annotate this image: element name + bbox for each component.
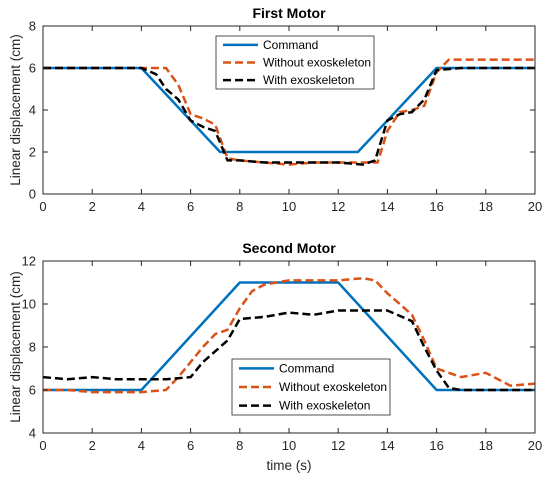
y-tick-label: 8 bbox=[29, 340, 36, 355]
x-tick-label: 12 bbox=[331, 199, 345, 214]
x-tick-label: 12 bbox=[331, 438, 345, 453]
x-tick-label: 0 bbox=[39, 199, 46, 214]
x-tick-label: 6 bbox=[187, 438, 194, 453]
chart-panel-2: 0 2 4 6 8 10 12 14 16 18 20 4 6 8 10 12 Second Motor Line… bbox=[8, 240, 542, 473]
y-tick-label: 8 bbox=[29, 19, 36, 34]
series-line-2 bbox=[43, 276, 535, 394]
x-tick-label: 0 bbox=[39, 438, 46, 453]
x-tick-label: 18 bbox=[479, 199, 493, 214]
x-tick-label: 10 bbox=[282, 199, 296, 214]
series-line-3 bbox=[43, 66, 535, 166]
legend: Command Without exoskeleton With exoskelet… bbox=[215, 35, 375, 90]
x-tick-label: 14 bbox=[380, 438, 394, 453]
y-tick-label: 6 bbox=[29, 61, 36, 76]
x-tick-label: 14 bbox=[380, 199, 394, 214]
x-tick-label: 20 bbox=[528, 438, 542, 453]
chart-title: Second Motor bbox=[242, 240, 336, 256]
y-tick-label: 6 bbox=[29, 383, 36, 398]
y-tick-label: 12 bbox=[22, 254, 36, 269]
y-tick-label: 2 bbox=[29, 145, 36, 160]
x-tick-label: 4 bbox=[138, 438, 145, 453]
series-group bbox=[43, 276, 535, 394]
chart-panel-1: 0 2 4 6 8 10 12 14 16 18 20 0 2 4 6 8 First Motor Linear … bbox=[8, 5, 542, 214]
x-tick-label: 20 bbox=[528, 199, 542, 214]
y-tick-label: 4 bbox=[29, 103, 36, 118]
x-tick-label: 16 bbox=[429, 438, 443, 453]
series-group bbox=[43, 58, 535, 166]
y-tick-label: 4 bbox=[29, 426, 36, 441]
y-tick-label: 10 bbox=[22, 297, 36, 312]
series-line-3 bbox=[43, 309, 535, 392]
x-tick-label: 10 bbox=[282, 438, 296, 453]
x-axis-label: time (s) bbox=[267, 458, 312, 473]
legend-label-1: Command bbox=[263, 38, 318, 52]
x-tick-label: 16 bbox=[429, 199, 443, 214]
chart-title: First Motor bbox=[252, 5, 326, 21]
legend-label-3: With exoskeleton bbox=[263, 73, 354, 87]
x-tick-label: 18 bbox=[479, 438, 493, 453]
legend: Command Without exoskeleton With exoskelet… bbox=[231, 358, 391, 416]
legend-label-3: With exoskeleton bbox=[279, 399, 370, 413]
series-line-1 bbox=[43, 281, 535, 392]
legend-label-1: Command bbox=[279, 361, 334, 375]
x-tick-label: 4 bbox=[138, 199, 145, 214]
legend-label-2: Without exoskeleton bbox=[279, 380, 387, 394]
x-tick-label: 6 bbox=[187, 199, 194, 214]
x-tick-label: 2 bbox=[89, 438, 96, 453]
y-tick-label: 0 bbox=[29, 187, 36, 202]
x-tick-label: 2 bbox=[89, 199, 96, 214]
x-tick-label: 8 bbox=[236, 438, 243, 453]
y-axis-label: Linear displacement (cm) bbox=[8, 34, 23, 186]
x-tick-label: 8 bbox=[236, 199, 243, 214]
series-line-1 bbox=[43, 66, 535, 154]
y-axis-label: Linear displacement (cm) bbox=[8, 271, 23, 423]
legend-label-2: Without exoskeleton bbox=[263, 56, 371, 70]
